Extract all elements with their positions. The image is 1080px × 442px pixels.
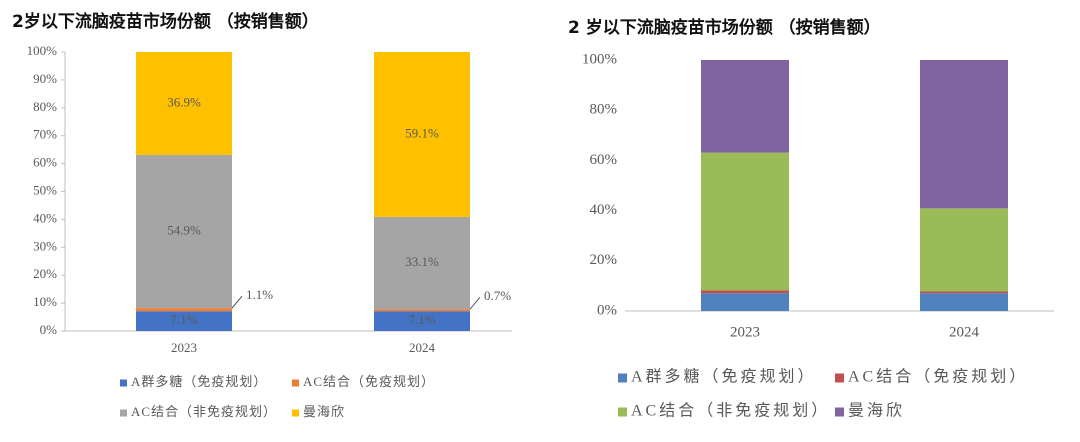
leader-line: [469, 296, 481, 310]
chart-title: 2 岁以下流脑疫苗市场份额 （按销售额）: [568, 17, 881, 38]
bar-segment: [136, 154, 232, 309]
legend-swatch: [292, 409, 299, 417]
bar-segment: [136, 308, 232, 312]
y-tick-label: 30%: [33, 238, 57, 253]
legend-swatch: [835, 407, 844, 417]
y-tick-label: 0%: [597, 302, 617, 318]
legend-label: AC结合（非免疫规划）: [631, 402, 830, 420]
legend-label: AC结合（免疫规划）: [303, 374, 435, 389]
y-tick-label: 60%: [590, 152, 618, 168]
y-tick-label: 100%: [27, 43, 58, 58]
y-tick-label: 10%: [33, 294, 57, 309]
y-tick-label: 0%: [40, 322, 58, 337]
data-label: 59.1%: [405, 125, 439, 140]
legend-swatch: [835, 373, 844, 383]
bar-segment: [920, 208, 1008, 292]
legend-swatch: [618, 407, 627, 417]
y-tick-label: 20%: [590, 252, 618, 268]
y-tick-label: 40%: [33, 210, 57, 225]
bar-segment: [920, 60, 1008, 209]
bar-segment: [701, 293, 789, 311]
data-label: 7.1%: [170, 312, 197, 327]
y-tick-label: 20%: [33, 266, 57, 281]
x-tick-label: 2024: [949, 324, 980, 340]
bar-segment: [374, 216, 470, 310]
leader-line: [231, 295, 243, 309]
bar-segment: [920, 293, 1008, 311]
bar-segment: [136, 311, 232, 331]
data-label: 36.9%: [167, 94, 201, 109]
legend-swatch: [120, 409, 127, 417]
y-tick-label: 80%: [590, 102, 618, 118]
bar-segment: [136, 52, 232, 155]
x-tick-label: 2023: [730, 324, 760, 340]
data-label: 0.7%: [484, 288, 511, 303]
bar-segment: [701, 60, 789, 153]
data-label: 54.9%: [167, 223, 201, 238]
legend-label: 曼海欣: [848, 402, 905, 420]
x-tick-label: 2024: [409, 340, 436, 355]
y-tick-label: 90%: [33, 71, 57, 86]
x-tick-label: 2023: [171, 340, 197, 355]
bar-segment: [701, 152, 789, 291]
legend-label: A群多糖（免疫规划）: [631, 368, 817, 386]
y-tick-label: 40%: [590, 202, 618, 218]
y-tick-label: 70%: [33, 127, 57, 142]
data-label: 1.1%: [246, 287, 273, 302]
bar-segment: [374, 309, 470, 312]
bar-segment: [920, 291, 1008, 294]
data-label: 7.1%: [408, 312, 435, 327]
y-tick-label: 100%: [582, 51, 617, 67]
legend-label: AC结合（免疫规划）: [848, 368, 1028, 386]
legend-swatch: [618, 373, 627, 383]
bar-segment: [701, 290, 789, 294]
y-tick-label: 80%: [33, 99, 57, 114]
bar-segment: [374, 311, 470, 331]
chart-title: 2岁以下流脑疫苗市场份额 （按销售额）: [12, 11, 319, 32]
legend-label: 曼海欣: [303, 404, 345, 419]
y-tick-label: 60%: [33, 155, 57, 170]
legend-label: AC结合（非免疫规划）: [131, 404, 277, 419]
legend-swatch: [120, 379, 127, 387]
y-tick-label: 50%: [33, 182, 57, 197]
legend-label: A群多糖（免疫规划）: [131, 374, 267, 389]
data-label: 33.1%: [405, 254, 439, 269]
bar-segment: [374, 52, 470, 217]
legend-swatch: [292, 379, 299, 387]
